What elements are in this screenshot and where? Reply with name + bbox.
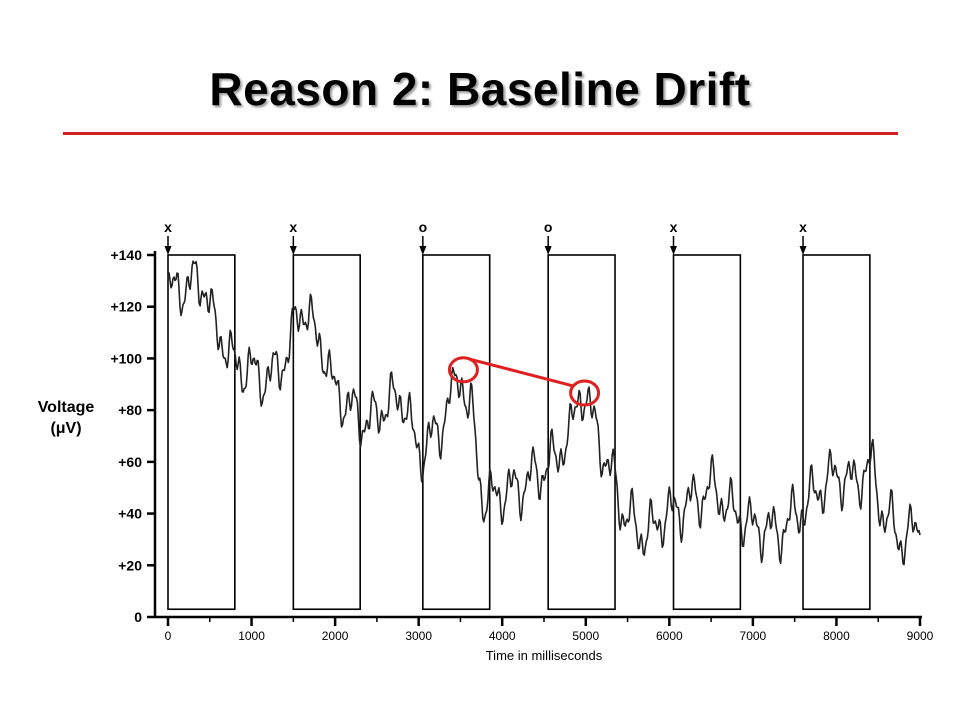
y-tick-label: +140 [110, 247, 142, 263]
epoch-box [292, 254, 361, 611]
y-tick-label: +20 [118, 557, 142, 573]
y-axis-title: Voltage [38, 399, 95, 416]
epoch-box [167, 254, 236, 611]
x-tick-label: 0 [165, 629, 172, 643]
x-tick-label: 4000 [489, 629, 516, 643]
x-tick-label: 3000 [405, 629, 432, 643]
stimulus-arrow-head [670, 246, 678, 255]
slide-title: Reason 2: Baseline Drift [209, 63, 751, 115]
epoch-box [672, 254, 742, 611]
x-tick-label: 5000 [572, 629, 599, 643]
y-tick-label: 0 [134, 609, 142, 625]
x-tick-label: 8000 [823, 629, 850, 643]
x-tick-label: 2000 [322, 629, 349, 643]
stimulus-arrow-head [419, 246, 427, 255]
epoch-box [802, 254, 871, 611]
y-tick-label: +100 [110, 350, 142, 366]
x-tick-label: 9000 [907, 629, 934, 643]
peak-connector-line [468, 357, 574, 388]
voltage-trace [167, 260, 921, 566]
y-tick-label: +120 [110, 299, 142, 315]
y-tick-label: +40 [118, 506, 142, 522]
stimulus-arrow-head [544, 246, 552, 255]
stimulus-marker-label: x [164, 219, 172, 235]
x-tick-label: 7000 [740, 629, 767, 643]
y-tick-label: +80 [118, 402, 142, 418]
stimulus-marker-label: o [419, 219, 428, 235]
y-tick-label: +60 [118, 454, 142, 470]
y-axis-unit: (μV) [50, 420, 81, 437]
stimulus-marker-label: x [670, 219, 678, 235]
epoch-box [422, 254, 491, 611]
stimulus-arrow-head [289, 246, 297, 255]
stimulus-marker-label: o [544, 219, 553, 235]
x-tick-label: 1000 [238, 629, 265, 643]
title-underline [63, 132, 898, 135]
x-axis-title: Time in milliseconds [486, 648, 603, 663]
stimulus-arrow-head [164, 246, 172, 255]
x-tick-label: 6000 [656, 629, 683, 643]
epoch-box [547, 254, 616, 611]
stimulus-marker-label: x [289, 219, 297, 235]
peak-highlight-circle [569, 379, 601, 407]
stimulus-marker-label: x [799, 219, 807, 235]
stimulus-arrow-head [799, 246, 807, 255]
peak-highlight-circle [447, 356, 479, 384]
